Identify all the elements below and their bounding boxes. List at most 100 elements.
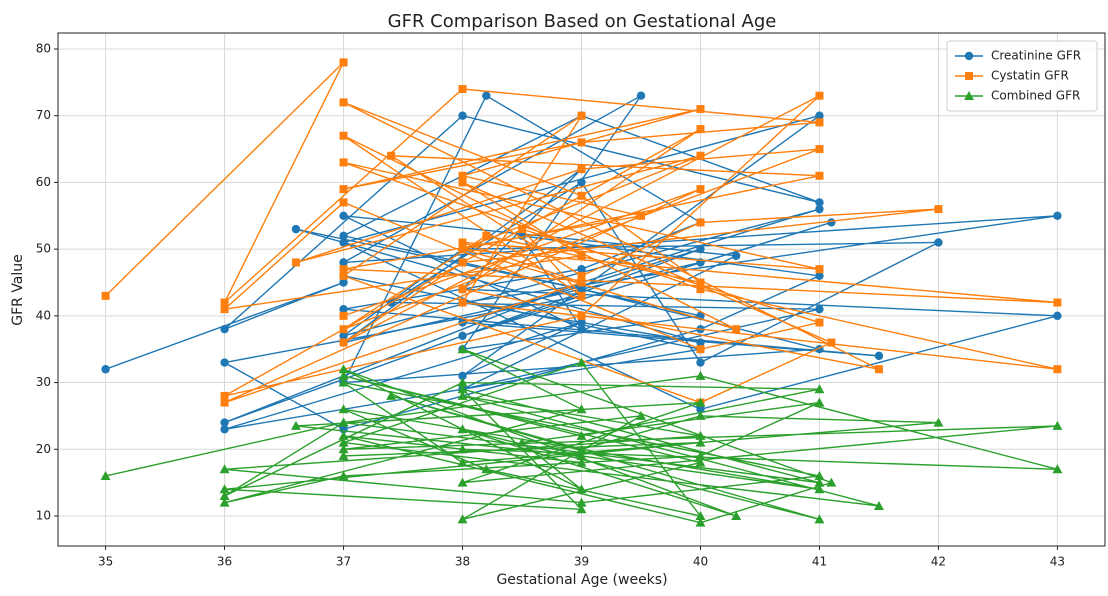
marker — [458, 331, 467, 341]
legend-box — [946, 40, 1098, 112]
marker — [339, 311, 348, 320]
chart-title: GFR Comparison Based on Gestational Age — [388, 11, 777, 32]
series — [100, 344, 1063, 527]
marker — [696, 218, 705, 227]
marker — [338, 364, 349, 374]
marker — [696, 405, 705, 414]
marker — [339, 304, 348, 314]
marker — [695, 517, 706, 527]
marker — [339, 231, 348, 240]
marker — [576, 444, 587, 454]
marker — [387, 151, 396, 160]
marker — [290, 420, 301, 430]
marker — [457, 377, 468, 387]
marker — [457, 457, 468, 467]
marker — [577, 278, 586, 287]
marker — [695, 410, 706, 420]
marker — [576, 357, 587, 367]
marker — [1053, 365, 1062, 374]
marker — [457, 384, 468, 394]
marker — [696, 338, 705, 347]
marker — [696, 151, 705, 160]
marker — [458, 238, 467, 247]
y-tick-label: 30 — [36, 375, 51, 389]
marker — [457, 477, 468, 487]
marker — [339, 58, 348, 67]
marker — [219, 464, 230, 474]
marker — [874, 365, 883, 374]
marker — [457, 344, 468, 354]
x-tick-label: 42 — [931, 555, 946, 569]
marker — [814, 470, 825, 480]
marker — [339, 278, 348, 287]
marker — [815, 304, 824, 314]
marker — [338, 444, 349, 454]
marker — [339, 238, 348, 247]
x-tick-label: 38 — [455, 555, 470, 569]
marker — [874, 351, 884, 361]
marker — [636, 211, 645, 220]
line — [105, 61, 1058, 404]
legend: Creatinine GFR Cystatin GFR Combined GFR — [946, 40, 1098, 112]
y-tick-label: 80 — [36, 42, 51, 56]
marker — [458, 171, 467, 180]
marker — [576, 404, 587, 414]
legend-label: Creatinine GFR — [991, 49, 1081, 63]
marker — [339, 331, 348, 341]
x-tick-label: 40 — [693, 555, 708, 569]
marker — [339, 325, 348, 334]
marker — [339, 98, 348, 107]
marker — [220, 305, 229, 314]
x-tick-label: 41 — [812, 555, 827, 569]
marker — [220, 418, 229, 427]
legend-label: Combined GFR — [991, 89, 1080, 103]
plot-frame — [57, 32, 1106, 547]
marker — [576, 457, 587, 467]
marker — [458, 298, 467, 307]
marker — [826, 477, 837, 487]
legend-label: Cystatin GFR — [991, 69, 1069, 83]
marker — [576, 484, 587, 494]
marker — [338, 470, 349, 480]
marker — [339, 158, 348, 167]
marker — [695, 397, 706, 407]
marker — [457, 424, 468, 434]
x-tick-label: 37 — [336, 555, 351, 569]
marker — [814, 384, 825, 394]
marker — [339, 198, 348, 207]
marker — [965, 72, 973, 80]
marker — [458, 245, 467, 254]
marker — [338, 404, 349, 414]
marker — [815, 318, 824, 327]
marker — [482, 91, 491, 100]
marker — [576, 450, 587, 460]
marker — [338, 417, 349, 427]
marker — [577, 264, 586, 274]
marker — [814, 484, 825, 494]
marker — [220, 324, 229, 334]
marker — [219, 484, 230, 494]
marker — [873, 500, 884, 510]
marker — [696, 358, 705, 367]
marker — [458, 85, 467, 94]
marker — [338, 450, 349, 460]
marker — [815, 118, 824, 127]
marker — [696, 105, 705, 114]
marker — [732, 325, 741, 334]
marker — [577, 324, 586, 334]
marker — [577, 111, 586, 120]
marker — [291, 258, 300, 267]
marker — [577, 291, 586, 300]
x-axis-label: Gestational Age (weeks) — [496, 572, 667, 588]
marker — [815, 271, 824, 281]
marker — [815, 198, 824, 207]
marker — [481, 464, 492, 474]
marker — [457, 514, 468, 524]
y-tick-label: 10 — [36, 508, 51, 522]
y-tick-label: 70 — [36, 108, 51, 122]
marker — [338, 437, 349, 447]
marker — [457, 444, 468, 454]
marker — [815, 265, 824, 274]
marker — [731, 510, 742, 520]
marker — [101, 365, 110, 374]
